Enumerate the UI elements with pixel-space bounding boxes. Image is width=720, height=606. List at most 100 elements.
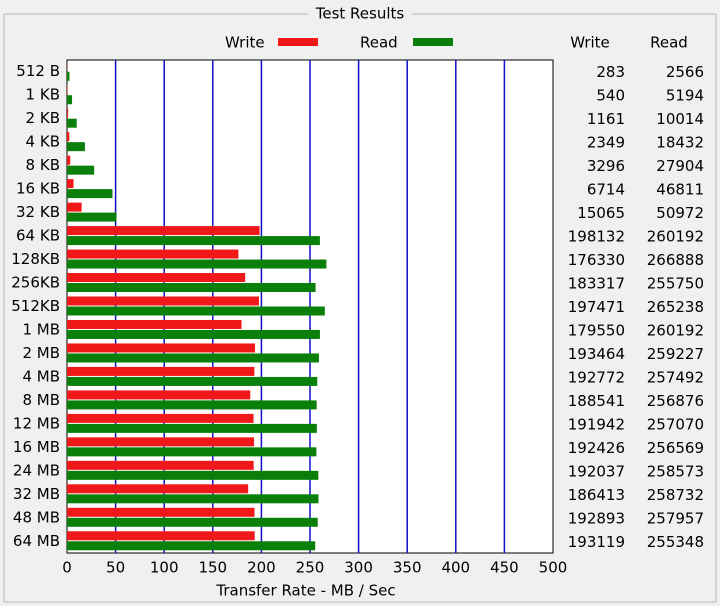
table-value: 257070 (647, 415, 704, 433)
y-tick-label: 48 MB (13, 508, 60, 526)
table-value: 255750 (647, 275, 704, 293)
bar (67, 460, 254, 470)
y-tick-label: 4 KB (26, 133, 60, 151)
legend-label: Write (225, 34, 265, 52)
table-value: 2349 (587, 134, 625, 152)
table-value: 27904 (656, 157, 704, 175)
table-value: 192426 (568, 439, 625, 457)
y-tick-label: 1 KB (26, 86, 60, 104)
y-tick-label: 32 KB (16, 203, 60, 221)
bar (67, 142, 85, 152)
column-header: Write (570, 34, 610, 52)
table-value: 176330 (568, 251, 625, 269)
x-tick-label: 400 (441, 559, 470, 577)
x-tick-label: 350 (393, 559, 422, 577)
y-tick-label: 12 MB (13, 414, 60, 432)
title-backdrop (308, 4, 412, 24)
y-tick-label: 16 MB (13, 438, 60, 456)
table-value: 193119 (568, 533, 625, 551)
table-value: 197471 (568, 298, 625, 316)
table-value: 3296 (587, 157, 625, 175)
table-value: 6714 (587, 181, 625, 199)
y-tick-label: 1 MB (22, 320, 60, 338)
y-tick-label: 256KB (11, 274, 60, 292)
legend-swatch (278, 38, 318, 46)
table-value: 50972 (656, 204, 704, 222)
bar (67, 179, 74, 189)
x-tick-label: 0 (62, 559, 72, 577)
y-tick-label: 8 MB (22, 391, 60, 409)
x-tick-label: 450 (490, 559, 519, 577)
table-value: 258573 (647, 462, 704, 480)
bar (67, 236, 320, 246)
y-tick-label: 128KB (11, 250, 60, 268)
bar (67, 494, 319, 504)
bar (67, 259, 327, 269)
y-tick-label: 8 KB (26, 156, 60, 174)
table-value: 192037 (568, 462, 625, 480)
table-value: 191942 (568, 415, 625, 433)
table-value: 193464 (568, 345, 625, 363)
bar (67, 329, 320, 339)
bar (67, 71, 70, 81)
bar (67, 118, 77, 128)
bar (67, 95, 73, 105)
table-value: 256876 (647, 392, 704, 410)
x-tick-label: 200 (247, 559, 276, 577)
y-tick-label: 64 MB (13, 532, 60, 550)
y-tick-label: 64 KB (16, 227, 60, 245)
table-value: 192772 (568, 368, 625, 386)
y-tick-label: 16 KB (16, 180, 60, 198)
table-value: 192893 (568, 509, 625, 527)
bar (67, 400, 317, 410)
table-value: 10014 (656, 110, 704, 128)
bar (67, 366, 255, 376)
bar (67, 108, 69, 118)
x-tick-label: 300 (344, 559, 373, 577)
chart-title: Test Results (315, 5, 405, 23)
bar (67, 437, 255, 447)
table-value: 266888 (647, 251, 704, 269)
bar (67, 273, 246, 283)
bar (67, 189, 113, 199)
bar (67, 484, 249, 494)
x-tick-label: 50 (106, 559, 125, 577)
table-value: 260192 (647, 228, 704, 246)
table-value: 259227 (647, 345, 704, 363)
bar (67, 85, 68, 95)
table-value: 256569 (647, 439, 704, 457)
bar (67, 413, 254, 423)
x-tick-label: 100 (150, 559, 179, 577)
bar (67, 319, 242, 329)
y-tick-label: 32 MB (13, 485, 60, 503)
table-value: 255348 (647, 533, 704, 551)
y-tick-label: 512KB (11, 297, 60, 315)
bar (67, 212, 117, 222)
bar (67, 343, 256, 353)
bar (67, 531, 255, 541)
bar (67, 296, 259, 306)
table-value: 283 (596, 63, 625, 81)
table-value: 188541 (568, 392, 625, 410)
y-tick-label: 512 B (16, 62, 60, 80)
table-value: 260192 (647, 321, 704, 339)
bar (67, 507, 255, 517)
bar (67, 283, 316, 293)
bar (67, 390, 251, 400)
x-tick-label: 150 (198, 559, 227, 577)
table-value: 198132 (568, 228, 625, 246)
legend-swatch (413, 38, 453, 46)
table-value: 257492 (647, 368, 704, 386)
table-value: 186413 (568, 486, 625, 504)
y-tick-label: 24 MB (13, 461, 60, 479)
table-value: 258732 (647, 486, 704, 504)
table-value: 15065 (577, 204, 625, 222)
table-value: 265238 (647, 298, 704, 316)
bar (67, 165, 95, 175)
bar (67, 423, 317, 433)
bar (67, 447, 317, 457)
bar (67, 470, 319, 480)
x-tick-label: 500 (539, 559, 568, 577)
table-value: 183317 (568, 275, 625, 293)
